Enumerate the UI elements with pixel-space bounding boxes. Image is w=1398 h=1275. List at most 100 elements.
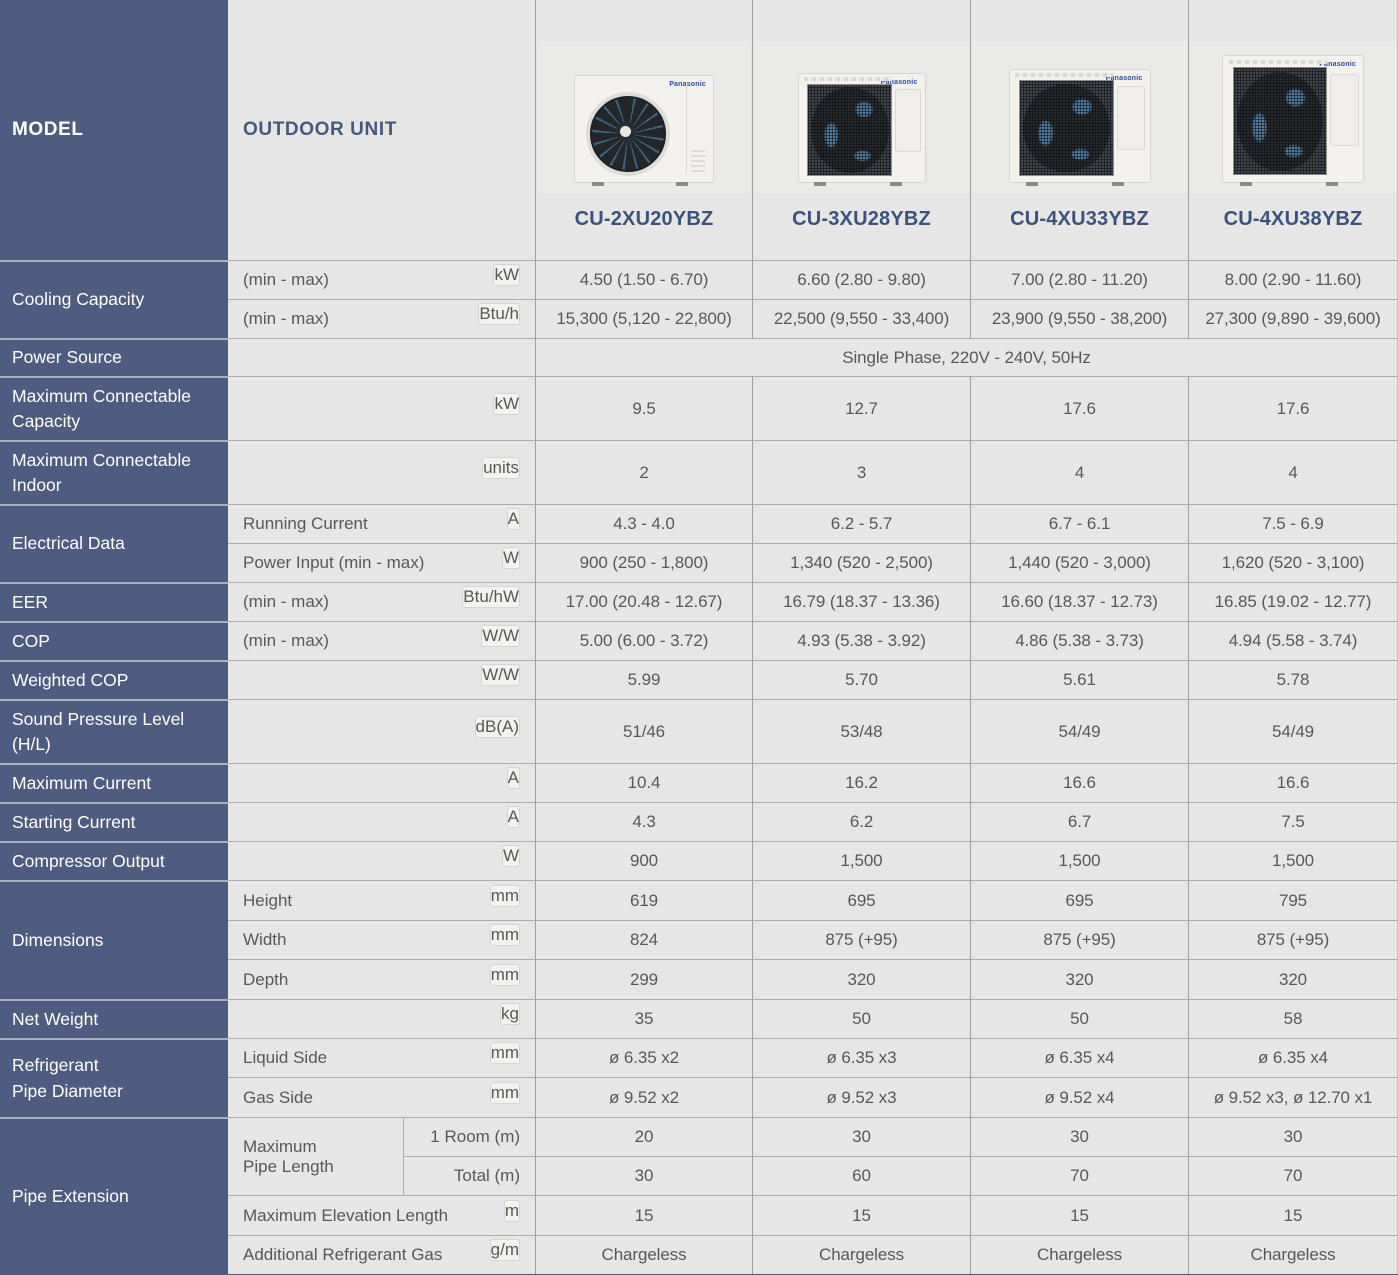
unit-label: mm [489, 884, 521, 907]
value-cell: 20 [535, 1117, 753, 1156]
row-cooling-capacity-btu: (min - max) Btu/h 15,300 (5,120 - 22,800)… [0, 299, 1398, 338]
value-cell: 1,500 [1188, 841, 1398, 880]
value-cell: ø 6.35 x3 [752, 1038, 971, 1077]
row-label-refrigerant-pipe: Refrigerant Pipe Diameter [0, 1038, 228, 1117]
value-cell: 695 [752, 880, 971, 920]
value-cell: ø 9.52 x3 [752, 1077, 971, 1117]
value-cell: 5.00 (6.00 - 3.72) [535, 621, 753, 660]
row-cooling-capacity-kw: Cooling Capacity (min - max) kW 4.50 (1.5… [0, 260, 1398, 338]
label-text: Pipe Extension [12, 1185, 129, 1206]
product-column-1: Panasonic CU-2XU20YBZ [535, 0, 753, 260]
row-label-max-connectable-indoor: Maximum Connectable Indoor [0, 440, 228, 504]
value-cell: 4.93 (5.38 - 3.92) [752, 621, 971, 660]
label-text: Refrigerant [12, 1055, 99, 1076]
value-cell: 320 [752, 959, 971, 999]
unit-label: Btu/h [478, 303, 521, 325]
value-cell: 6.2 - 5.7 [752, 504, 971, 543]
product-column-2: Panasonic CU-3XU28YBZ [752, 0, 971, 260]
sub-label: (min - max) [243, 631, 329, 650]
label-text: Power Source [12, 347, 122, 368]
value-cell: 17.00 (20.48 - 12.67) [535, 582, 753, 621]
value-cell: 7.5 - 6.9 [1188, 504, 1398, 543]
brand-logo: Panasonic [1105, 75, 1143, 82]
label-text: COP [12, 630, 50, 651]
descriptor-power-input: Power Input (min - max) W [228, 543, 536, 582]
vent-lines [691, 150, 706, 172]
value-cell: 16.60 (18.37 - 12.73) [970, 582, 1189, 621]
row-label-electrical-data: Electrical Data [0, 504, 228, 582]
row-liquid-side: Refrigerant Pipe Diameter Liquid Side mm … [0, 1038, 1398, 1117]
fan-grille [1019, 80, 1114, 177]
unit-foot [813, 182, 826, 186]
value-cell: 900 [535, 841, 753, 880]
outdoor-unit-image-4: Panasonic [1222, 55, 1365, 186]
outdoor-unit-photo-1: Panasonic [537, 41, 752, 193]
value-cell: 875 (+95) [752, 920, 971, 959]
descriptor-starting-current: A [228, 802, 536, 841]
value-cell: 70 [1188, 1156, 1398, 1195]
row-sound-pressure: Sound Pressure Level (H/L) dB(A) 51/46 5… [0, 699, 1398, 763]
value-cell: 619 [535, 880, 753, 920]
sub-label: (min - max) [243, 270, 329, 289]
brand-logo: Panasonic [669, 81, 707, 88]
value-cell: 875 (+95) [970, 920, 1189, 959]
value-cell: 22,500 (9,550 - 33,400) [752, 299, 971, 338]
value-cell: 51/46 [535, 699, 753, 763]
outdoor-unit-image-3: Panasonic [1008, 69, 1151, 186]
value-cell: 6.60 (2.80 - 9.80) [752, 260, 971, 299]
unit-foot [591, 182, 604, 186]
row-pipe-length-total: Total (m) 30 60 70 70 [0, 1156, 1398, 1195]
row-dimensions-height: Dimensions Height mm 619 695 695 795 [0, 880, 1398, 999]
value-cell: 17.6 [970, 376, 1189, 440]
outdoor-unit-header-cell: OUTDOOR UNIT [228, 0, 536, 260]
value-cell: 50 [970, 999, 1189, 1038]
descriptor-max-capacity: kW [228, 376, 536, 440]
label-text: EER [12, 591, 48, 612]
value-cell: 30 [535, 1156, 753, 1195]
value-cell: 900 (250 - 1,800) [535, 543, 753, 582]
value-cell: 795 [1188, 880, 1398, 920]
header-row: MODEL OUTDOOR UNIT Panasonic CU-2XU20YBZ… [0, 0, 1398, 260]
unit-label: W [501, 845, 521, 867]
descriptor-gas-side: Gas Side mm [228, 1077, 536, 1117]
value-cell: 2 [535, 440, 753, 504]
descriptor-running-current: Running Current A [228, 504, 536, 543]
row-label-starting-current: Starting Current [0, 802, 228, 841]
descriptor-additional-gas: Additional Refrigerant Gas g/m [228, 1235, 536, 1274]
label-text: Pipe Diameter [12, 1080, 123, 1101]
model-header-cell: MODEL [0, 0, 228, 260]
value-cell: 17.6 [1188, 376, 1398, 440]
unit-foot [676, 182, 689, 186]
row-label-power-source: Power Source [0, 338, 228, 376]
value-cell: 54/49 [970, 699, 1189, 763]
label-text: Starting Current [12, 811, 136, 832]
sub-label: Maximum [243, 1136, 317, 1156]
value-cell: 15 [535, 1195, 753, 1235]
unit-foot [1325, 182, 1338, 186]
top-grille [803, 77, 892, 82]
value-cell: 70 [970, 1156, 1189, 1195]
value-cell: 9.5 [535, 376, 753, 440]
value-cell: 875 (+95) [1188, 920, 1398, 959]
model-name-1: CU-2XU20YBZ [574, 208, 714, 230]
descriptor-compressor-output: W [228, 841, 536, 880]
value-cell: 4 [970, 440, 1189, 504]
value-cell: 5.61 [970, 660, 1189, 699]
descriptor-cooling-kw: (min - max) kW [228, 260, 536, 299]
row-label-sound-pressure: Sound Pressure Level (H/L) [0, 699, 228, 763]
value-cell: 4 [1188, 440, 1398, 504]
value-cell: ø 9.52 x3, ø 12.70 x1 [1188, 1077, 1398, 1117]
descriptor-max-pipe-length: Maximum Pipe Length [228, 1117, 403, 1195]
brand-logo: Panasonic [1319, 61, 1357, 68]
value-cell-span: Single Phase, 220V - 240V, 50Hz [535, 338, 1398, 376]
value-cell: 6.2 [752, 802, 971, 841]
descriptor-net-weight: kg [228, 999, 536, 1038]
sub-label: Additional Refrigerant Gas [243, 1245, 443, 1264]
unit-label: W [501, 547, 521, 569]
sub-label: Running Current [243, 514, 368, 533]
value-cell: 58 [1188, 999, 1398, 1038]
model-name-3: CU-4XU33YBZ [1010, 208, 1149, 230]
label-text: Weighted COP [12, 669, 129, 690]
value-cell: ø 6.35 x4 [970, 1038, 1189, 1077]
